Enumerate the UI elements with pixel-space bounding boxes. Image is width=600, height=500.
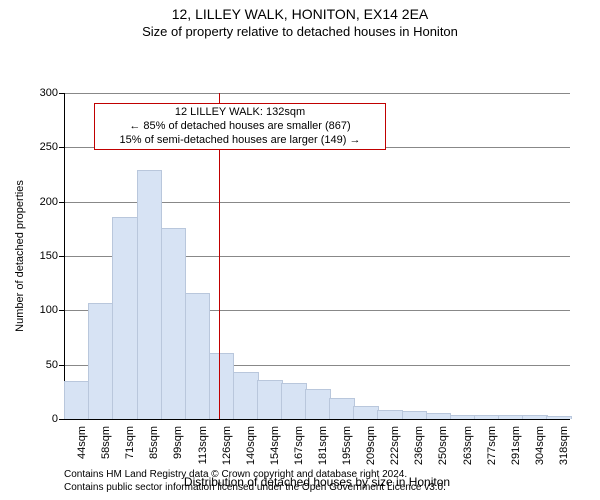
x-axis-line [64, 419, 570, 420]
y-tick-label: 50 [46, 359, 64, 371]
histogram-bar [161, 228, 187, 419]
x-tick-label: 236sqm [411, 426, 425, 465]
y-tick-label: 0 [52, 413, 64, 425]
x-tick-label: 304sqm [532, 426, 546, 465]
histogram-bar [137, 170, 163, 419]
x-tick-label: 154sqm [267, 426, 281, 465]
x-tick-label: 44sqm [74, 426, 88, 459]
footer: Contains HM Land Registry data © Crown c… [64, 468, 446, 494]
x-tick-label: 126sqm [219, 426, 233, 465]
page-title: 12, LILLEY WALK, HONITON, EX14 2EA [0, 6, 600, 22]
histogram-bar [329, 398, 355, 419]
y-tick-label: 300 [40, 87, 64, 99]
x-tick-label: 291sqm [508, 426, 522, 465]
x-tick-label: 71sqm [122, 426, 136, 459]
y-tick-label: 150 [40, 250, 64, 262]
histogram-bar [546, 416, 572, 419]
histogram-bar [281, 383, 307, 419]
grid-line [64, 93, 570, 94]
x-tick-label: 181sqm [315, 426, 329, 465]
x-tick-label: 167sqm [291, 426, 305, 465]
x-tick-label: 140sqm [243, 426, 257, 465]
histogram-bar [64, 381, 90, 419]
histogram-bar [426, 413, 452, 419]
histogram-bar [498, 415, 524, 419]
histogram-bar [88, 303, 114, 419]
x-tick-label: 99sqm [170, 426, 184, 459]
x-tick-label: 195sqm [339, 426, 353, 465]
x-tick-label: 250sqm [435, 426, 449, 465]
annotation-line: ← 85% of detached houses are smaller (86… [101, 120, 379, 134]
page-subtitle: Size of property relative to detached ho… [0, 24, 600, 39]
annotation-line: 15% of semi-detached houses are larger (… [101, 134, 379, 148]
y-axis-title: Number of detached properties [14, 180, 26, 332]
annotation-line: 12 LILLEY WALK: 132sqm [101, 106, 379, 120]
histogram-bar [450, 415, 476, 419]
annotation-box: 12 LILLEY WALK: 132sqm← 85% of detached … [94, 103, 386, 150]
x-tick-label: 58sqm [98, 426, 112, 459]
histogram-bar [257, 380, 283, 419]
x-tick-label: 318sqm [556, 426, 570, 465]
histogram-bar [185, 293, 211, 419]
y-tick-label: 200 [40, 196, 64, 208]
histogram-bar [112, 217, 138, 419]
x-tick-label: 277sqm [484, 426, 498, 465]
histogram-bar [353, 406, 379, 419]
y-tick-label: 250 [40, 141, 64, 153]
histogram-bar [233, 372, 259, 419]
footer-line-1: Contains HM Land Registry data © Crown c… [64, 468, 446, 481]
footer-line-2: Contains public sector information licen… [64, 481, 446, 494]
x-tick-label: 222sqm [387, 426, 401, 465]
x-tick-label: 209sqm [363, 426, 377, 465]
histogram-bar [209, 353, 235, 419]
x-tick-label: 85sqm [146, 426, 160, 459]
histogram-bar [305, 389, 331, 419]
y-tick-label: 100 [40, 304, 64, 316]
histogram-bar [522, 415, 548, 419]
histogram-bar [402, 411, 428, 419]
histogram-bar [474, 415, 500, 419]
histogram-bar [377, 410, 403, 419]
x-tick-label: 263sqm [460, 426, 474, 465]
y-axis-line [64, 93, 65, 419]
x-tick-label: 113sqm [195, 426, 209, 464]
